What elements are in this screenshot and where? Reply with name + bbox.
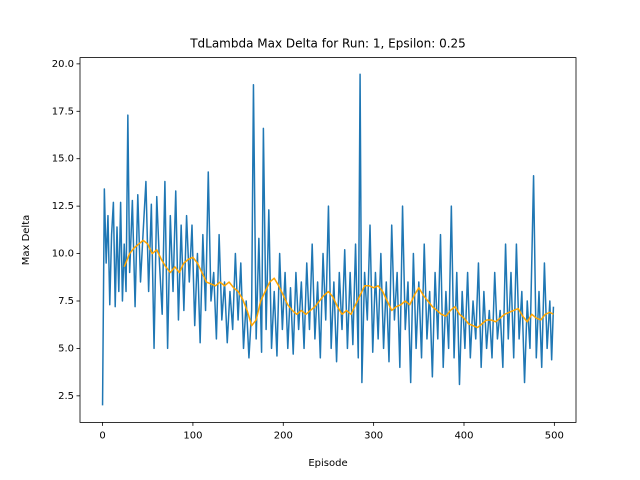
x-axis-label: Episode [308,458,347,469]
x-tick-label: 300 [364,430,383,441]
axes-frame [79,57,577,423]
x-tick-label: 500 [545,430,564,441]
series-line [123,239,554,329]
y-tick-label: 20.0 [52,59,74,70]
y-tick-label: 7.5 [58,296,74,307]
x-tick-label: 100 [183,430,202,441]
y-tick-label: 17.5 [52,106,74,117]
chart-title: TdLambda Max Delta for Run: 1, Epsilon: … [189,37,466,51]
y-tick-label: 15.0 [52,154,74,165]
y-tick-label: 10.0 [52,249,74,260]
x-tick-label: 400 [454,430,473,441]
y-tick-label: 12.5 [52,201,74,212]
x-tick-label: 200 [274,430,293,441]
y-tick-label: 5.0 [58,343,74,354]
y-axis-label: Max Delta [21,215,32,266]
y-tick-label: 2.5 [58,391,74,402]
x-tick-label: 0 [99,430,105,441]
